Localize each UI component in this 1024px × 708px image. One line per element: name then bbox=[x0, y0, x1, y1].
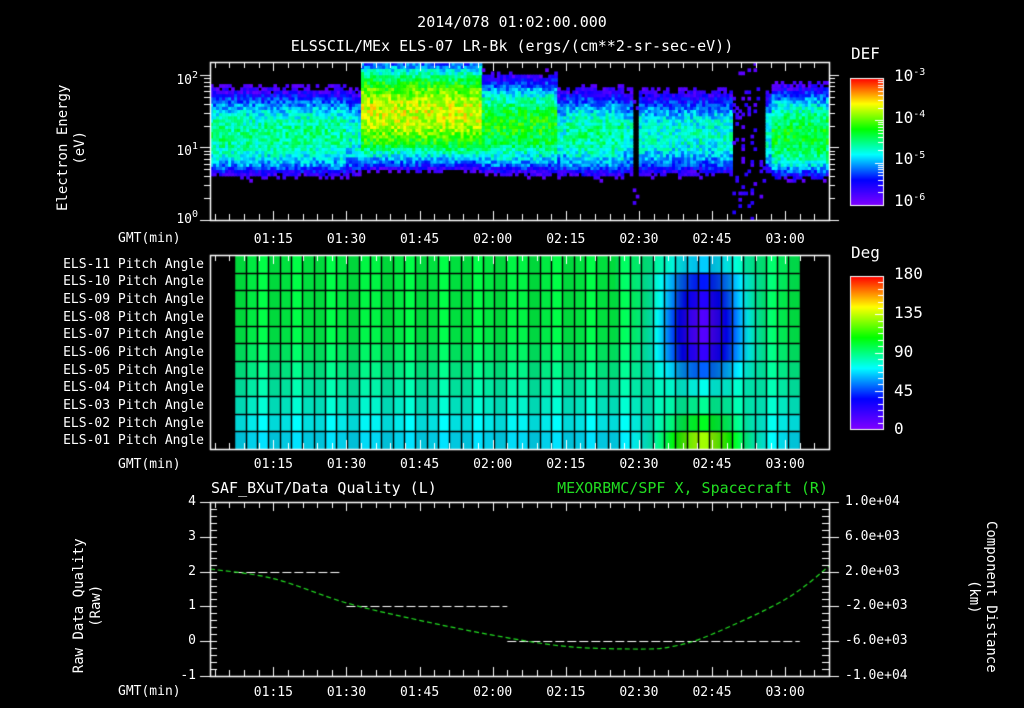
lineplot-xtick-label: 02:30 bbox=[619, 685, 659, 700]
pitch-angle-xtick-label: 02:45 bbox=[692, 457, 732, 472]
spectrogram-xtick-label: 01:15 bbox=[253, 232, 293, 247]
lineplot-xtick-label: 02:15 bbox=[546, 685, 586, 700]
spectrogram-xtick-label: 02:00 bbox=[473, 232, 513, 247]
pitch-angle-xtick-label: 01:15 bbox=[253, 457, 293, 472]
deg-colorbar-label-135: 135 bbox=[894, 303, 923, 322]
deg-colorbar-label-90: 90 bbox=[894, 342, 914, 361]
lineplot-xtick-label: 02:45 bbox=[692, 685, 732, 700]
lineplot-xtick-label: 02:00 bbox=[473, 685, 513, 700]
pitch-angle-xtick-label: 03:00 bbox=[765, 457, 805, 472]
spectrogram-xtick-label: 03:00 bbox=[765, 232, 805, 247]
def-colorbar-label-1e-4: 10-4 bbox=[894, 108, 926, 127]
def-colorbar-label-1e-6: 10-6 bbox=[894, 191, 926, 210]
pitch-angle-xtick-label: 02:15 bbox=[546, 457, 586, 472]
lineplot-xtick-label: 01:45 bbox=[400, 685, 440, 700]
spectrogram-xtick-label: 02:30 bbox=[619, 232, 659, 247]
deg-colorbar-label-180: 180 bbox=[894, 264, 923, 283]
spectrogram-xtick-label: 02:45 bbox=[692, 232, 732, 247]
spectrogram-xtick-label: 01:45 bbox=[400, 232, 440, 247]
deg-colorbar bbox=[845, 271, 895, 436]
pitch-angle-xtick-label: 01:30 bbox=[326, 457, 367, 472]
spectrogram-xlabel: GMT(min) bbox=[118, 231, 181, 246]
pitch-angle-xtick-label: 01:45 bbox=[400, 457, 440, 472]
pitch-angle-xtick-label: 02:00 bbox=[473, 457, 513, 472]
lineplot-xlabel: GMT(min) bbox=[118, 684, 181, 699]
def-colorbar-label-1e-5: 10-5 bbox=[894, 149, 926, 168]
spectrogram-xtick-label: 01:30 bbox=[326, 232, 367, 247]
lineplot-xtick-label: 01:15 bbox=[253, 685, 293, 700]
pitch-angle-xlabel: GMT(min) bbox=[118, 457, 181, 472]
def-colorbar-label-1e-3: 10-3 bbox=[894, 66, 926, 85]
lineplot-xtick-label: 03:00 bbox=[765, 685, 805, 700]
def-colorbar-title: DEF bbox=[851, 44, 880, 63]
lineplot-xtick-label: 01:30 bbox=[326, 685, 367, 700]
spectrogram-xtick-label: 02:15 bbox=[546, 232, 586, 247]
pitch-angle-xtick-label: 02:30 bbox=[619, 457, 659, 472]
deg-colorbar-title: Deg bbox=[851, 243, 880, 262]
lineplot-plot[interactable] bbox=[0, 490, 1024, 690]
deg-colorbar-label-0: 0 bbox=[894, 419, 904, 438]
deg-colorbar-label-45: 45 bbox=[894, 381, 914, 400]
def-colorbar bbox=[845, 74, 895, 214]
